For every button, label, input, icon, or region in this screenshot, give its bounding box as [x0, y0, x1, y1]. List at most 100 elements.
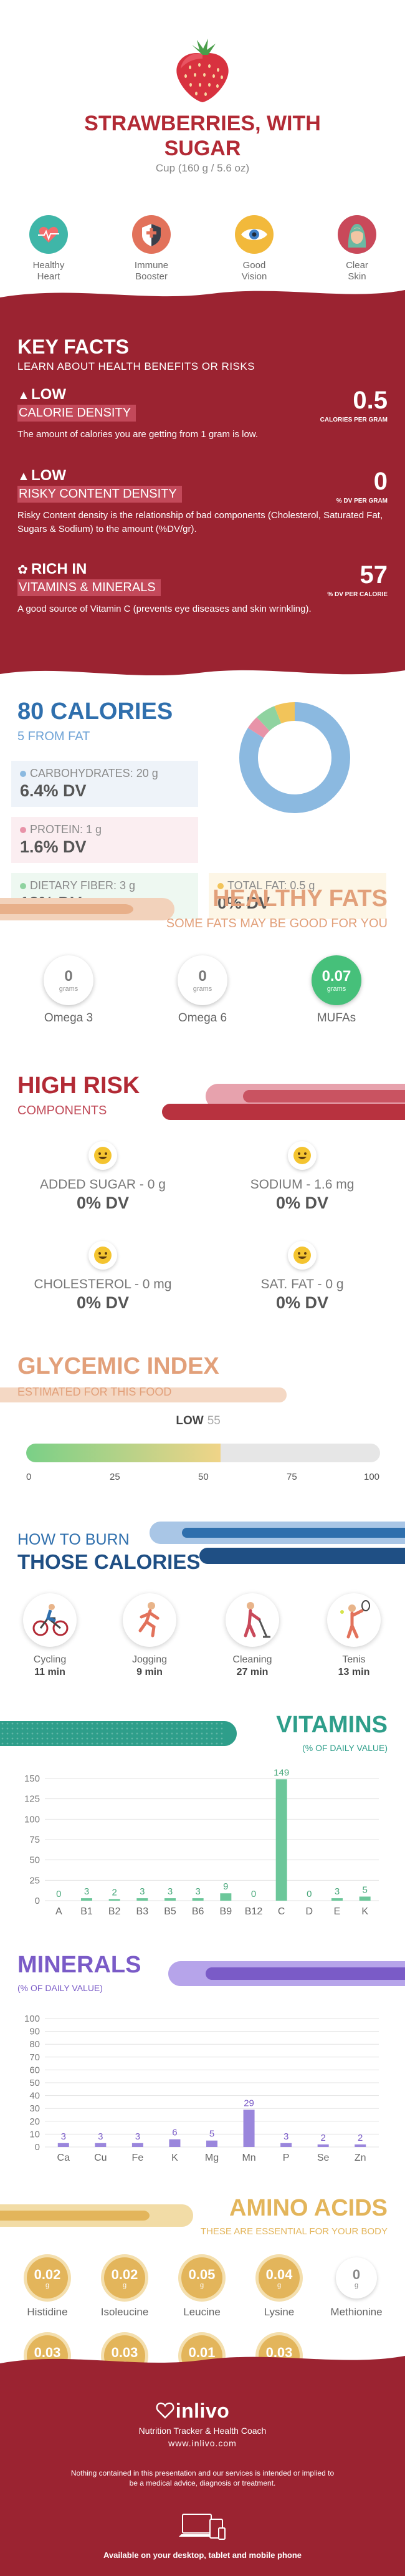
category-label: Zn: [355, 2153, 366, 2163]
banner-stripe: [168, 1961, 405, 1986]
wave-divider: [0, 658, 405, 676]
y-tick-label: 150: [24, 1773, 40, 1784]
bar-value-label: 3: [335, 1886, 340, 1897]
bar-mg: [206, 2140, 217, 2147]
macro-carbohydrates: CARBOHYDRATES: 20 g 6.4% DV: [11, 761, 198, 807]
amino-acid-unit: g: [199, 2282, 204, 2289]
bar-cu: [95, 2143, 107, 2147]
fact-description: A good source of Vitamin C (prevents eye…: [17, 604, 312, 614]
fat-value-circle: 0.07 grams: [312, 955, 361, 1005]
face-icon: [338, 215, 376, 254]
glycemic-level: LOW: [176, 1414, 204, 1427]
risk-cholesterol: CHOLESTEROL - 0 mg 0% DV: [9, 1241, 196, 1313]
glycemic-subtitle: ESTIMATED FOR THIS FOOD: [17, 1386, 172, 1398]
glycemic-value: 55: [207, 1414, 221, 1427]
activity-time: 11 min: [34, 1667, 65, 1677]
wave-divider: [0, 290, 405, 309]
category-label: Ca: [57, 2153, 70, 2163]
calories-title: 80 CALORIES: [17, 698, 173, 725]
banner-stripe: [0, 1721, 237, 1746]
macro-name: DIETARY FIBER: 3 g: [30, 879, 136, 892]
fact-level: LOW: [31, 386, 66, 403]
risk-name: ADDED SUGAR - 0 g: [40, 1177, 166, 1192]
benefit-healthy-heart: Healthy Heart: [11, 215, 86, 282]
macro-name: TOTAL FAT: 0.5 g: [227, 879, 315, 892]
y-tick-label: 0: [35, 1896, 40, 1906]
legend-dot: [217, 883, 224, 889]
fat-name: MUFAs: [317, 1011, 356, 1025]
donut-slice-protein: [247, 717, 270, 738]
vitamins-subtitle: (% OF DAILY VALUE): [302, 1743, 388, 1753]
macro-dv: 6.4% DV: [20, 781, 87, 800]
burn-title-line-1: HOW TO BURN: [17, 1531, 130, 1548]
category-label: Cu: [94, 2153, 107, 2163]
glycemic-bar: [26, 1444, 380, 1462]
smiley-icon: [288, 1141, 317, 1170]
jogging-icon: [123, 1593, 176, 1647]
bar-value-label: 2: [320, 2133, 325, 2143]
amino-acid-value: 0: [352, 2267, 361, 2282]
smiley-icon: [288, 1241, 317, 1270]
minerals-bar-chart: 0 10 20 30 40 50 60 70 80 90 100 3 Ca 3 Cu 3 Fe 6 K 5 Mg 29 Mn…: [24, 2014, 379, 2163]
risk-sodium: SODIUM - 1.6 mg 0% DV: [209, 1141, 396, 1213]
title-line-2: SUGAR: [164, 137, 241, 160]
bar-b9: [220, 1893, 232, 1901]
cleaning-icon: [226, 1593, 279, 1647]
banner-stripe: [0, 1387, 287, 1402]
y-tick-label: 40: [29, 2091, 40, 2101]
amino-acid-badge: 0.02 g: [27, 2257, 68, 2299]
benefit-label: Good: [242, 260, 266, 271]
category-label: C: [278, 1906, 285, 1917]
glycemic-bar-fill: [26, 1444, 221, 1462]
smiley-icon: [88, 1241, 117, 1270]
category-label: B12: [245, 1906, 263, 1917]
footer-tagline: Nutrition Tracker & Health Coach: [138, 2426, 267, 2436]
fat-value: 0: [198, 968, 207, 985]
flame-icon: ▲: [17, 388, 30, 402]
y-tick-label: 100: [24, 2014, 40, 2024]
vitamins-title: VITAMINS: [276, 1712, 388, 1738]
activity-name: Tenis: [342, 1654, 366, 1665]
y-tick-label: 25: [29, 1875, 40, 1886]
activity-cycling: Cycling 11 min: [12, 1593, 87, 1678]
y-tick-label: 125: [24, 1794, 40, 1805]
bar-value-label: 3: [168, 1886, 173, 1897]
healthy-fats-title: HEALTHY FATS: [212, 885, 388, 912]
smiley-icon: [88, 1141, 117, 1170]
macro-total-fat: TOTAL FAT: 0.5 g 0% DV: [209, 873, 386, 919]
benefit-label: Immune: [134, 260, 169, 271]
banner-stripe: [162, 1104, 405, 1120]
bar-value-label: 2: [112, 1887, 117, 1898]
donut-slice-total-fat: [274, 702, 295, 724]
bar-fe: [131, 2143, 143, 2147]
amino-acid-value: 0.04: [265, 2267, 293, 2282]
bar-b6: [192, 1898, 204, 1901]
amino-acid-unit: g: [45, 2282, 50, 2289]
activity-name: Cycling: [33, 1654, 67, 1665]
bar-value-label: 2: [358, 2133, 363, 2143]
eye-icon: [235, 215, 274, 254]
fat-mufas: 0.07 grams MUFAs: [287, 955, 386, 1025]
banner-stripe: [206, 1084, 405, 1109]
y-tick-label: 20: [29, 2116, 40, 2127]
bar-k: [169, 2139, 181, 2147]
warning-icon: ▲: [17, 470, 30, 483]
bar-ca: [57, 2143, 69, 2147]
amino-acid-value: 0.03: [34, 2345, 61, 2360]
footer-website-link[interactable]: www.inlivo.com: [168, 2438, 237, 2448]
strawberry-icon: [176, 39, 229, 102]
bar-value-label: 149: [274, 1767, 289, 1778]
bar-value-label: 3: [98, 2131, 103, 2142]
amino-acid-leucine: 0.05 g Leucine: [163, 2257, 241, 2318]
bar-k: [359, 1896, 371, 1901]
benefit-label: Vision: [241, 271, 267, 282]
bar-b5: [164, 1898, 176, 1901]
macro-protein: PROTEIN: 1 g 1.6% DV: [11, 817, 198, 863]
amino-acid-value: 0.05: [188, 2267, 216, 2282]
fact-value: 0: [373, 468, 388, 495]
legend-dot: [20, 827, 26, 833]
fact-value: 57: [360, 561, 388, 589]
amino-acid-value: 0.01: [188, 2345, 216, 2360]
amino-acid-lysine: 0.04 g Lysine: [241, 2257, 318, 2318]
